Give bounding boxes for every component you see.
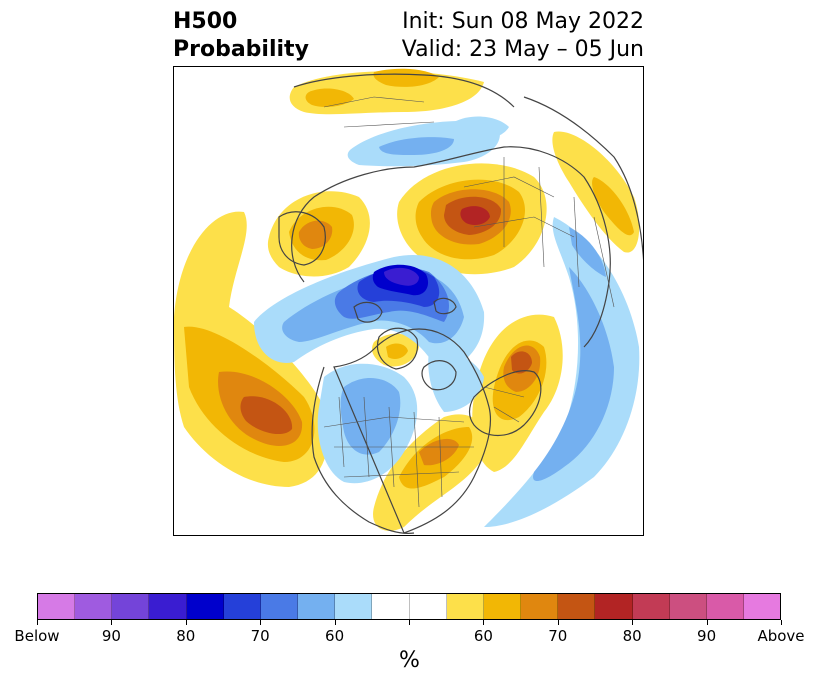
colorbar-segment bbox=[409, 594, 447, 619]
colorbar-tick-mark bbox=[185, 620, 187, 625]
colorbar-unit: % bbox=[399, 648, 420, 673]
colorbar-segment bbox=[372, 594, 410, 619]
atlantic-above-dark bbox=[511, 351, 532, 374]
colorbar-segment bbox=[483, 594, 522, 619]
colorbar-tick-label: 80 bbox=[622, 627, 642, 645]
top-above-gold bbox=[373, 68, 439, 87]
colorbar-tick-mark bbox=[632, 620, 634, 625]
colorbar-tick-label: Above bbox=[757, 627, 805, 645]
map-panel bbox=[173, 66, 644, 536]
colorbar-segment bbox=[75, 594, 113, 619]
right-above-gold bbox=[592, 177, 634, 236]
colorbar-tick-mark bbox=[37, 620, 38, 625]
colorbar-tick-mark bbox=[334, 620, 336, 625]
arctic-above-gold bbox=[386, 343, 408, 359]
alaska-coast bbox=[278, 211, 326, 266]
colorbar-tick-label: 80 bbox=[176, 627, 196, 645]
colorbar-tick-label: 70 bbox=[548, 627, 568, 645]
colorbar-segment bbox=[595, 594, 633, 619]
colorbar-tick-label: 60 bbox=[325, 627, 345, 645]
eurasia-below-blue bbox=[533, 267, 614, 482]
asia-coast-right bbox=[523, 96, 643, 261]
asia-coast-top bbox=[293, 73, 515, 108]
init-date: Init: Sun 08 May 2022 bbox=[402, 9, 644, 34]
europe-coast bbox=[468, 370, 542, 437]
colorbar-tick-label: 90 bbox=[697, 627, 717, 645]
colorbar-tick-mark bbox=[557, 620, 559, 625]
colorbar bbox=[37, 593, 781, 620]
colorbar-segment bbox=[186, 594, 224, 619]
colorbar-segment bbox=[743, 594, 781, 619]
colorbar-tick-label: 90 bbox=[101, 627, 121, 645]
colorbar-segment bbox=[38, 594, 76, 619]
title-right: Init: Sun 08 May 2022 Valid: 23 May – 05… bbox=[402, 8, 644, 64]
colorbar-tick-label: 60 bbox=[473, 627, 493, 645]
colorbar-segment bbox=[149, 594, 187, 619]
na-below-blue bbox=[340, 377, 401, 455]
colorbar-tick-mark bbox=[706, 620, 708, 625]
colorbar-segment bbox=[223, 594, 261, 619]
country-borders bbox=[323, 96, 615, 508]
colorbar-tick-mark bbox=[260, 620, 262, 625]
arctic-islands bbox=[353, 297, 457, 323]
eurasia-below-lightblue bbox=[484, 217, 640, 527]
colorbar-tick-mark bbox=[483, 620, 485, 625]
title-variable: H500 bbox=[173, 9, 238, 34]
probability-map bbox=[174, 68, 643, 534]
greenland-coast bbox=[376, 327, 419, 370]
title-left: H500 Probability bbox=[173, 8, 309, 64]
north-america-coast bbox=[311, 328, 492, 534]
top-right-lightblue bbox=[452, 116, 509, 141]
colorbar-segment bbox=[446, 594, 484, 619]
valid-range: Valid: 23 May – 05 Jun bbox=[401, 37, 644, 62]
eurasia-coast bbox=[291, 146, 611, 348]
pacific-above-dark bbox=[240, 396, 293, 435]
us-above-orange bbox=[419, 438, 459, 466]
arctic-below-purple bbox=[384, 267, 419, 286]
colorbar-tick-label: 70 bbox=[250, 627, 270, 645]
siberia-above-red bbox=[460, 206, 490, 225]
below-normal-shading bbox=[254, 116, 640, 527]
colorbar-tick-mark bbox=[781, 620, 782, 625]
title-metric: Probability bbox=[173, 37, 309, 62]
colorbar-segment bbox=[558, 594, 596, 619]
colorbar-segment bbox=[669, 594, 707, 619]
eurasia-below-blue-upper bbox=[569, 227, 606, 277]
top-left-gold bbox=[305, 88, 354, 107]
colorbar-segment bbox=[632, 594, 670, 619]
colorbar-segment bbox=[521, 594, 559, 619]
colorbar-tick-mark bbox=[409, 620, 410, 625]
colorbar-segment bbox=[298, 594, 336, 619]
colorbar-tick-mark bbox=[111, 620, 113, 625]
colorbar-segment bbox=[112, 594, 150, 619]
na-below-lightblue-2 bbox=[428, 350, 484, 412]
colorbar-tick-label: Below bbox=[14, 627, 60, 645]
coastlines bbox=[278, 73, 643, 534]
hudson-bay-coast bbox=[421, 360, 457, 391]
colorbar-segment bbox=[260, 594, 299, 619]
top-below-blue bbox=[379, 137, 454, 155]
colorbar-segment bbox=[335, 594, 373, 619]
colorbar-segment bbox=[706, 594, 744, 619]
